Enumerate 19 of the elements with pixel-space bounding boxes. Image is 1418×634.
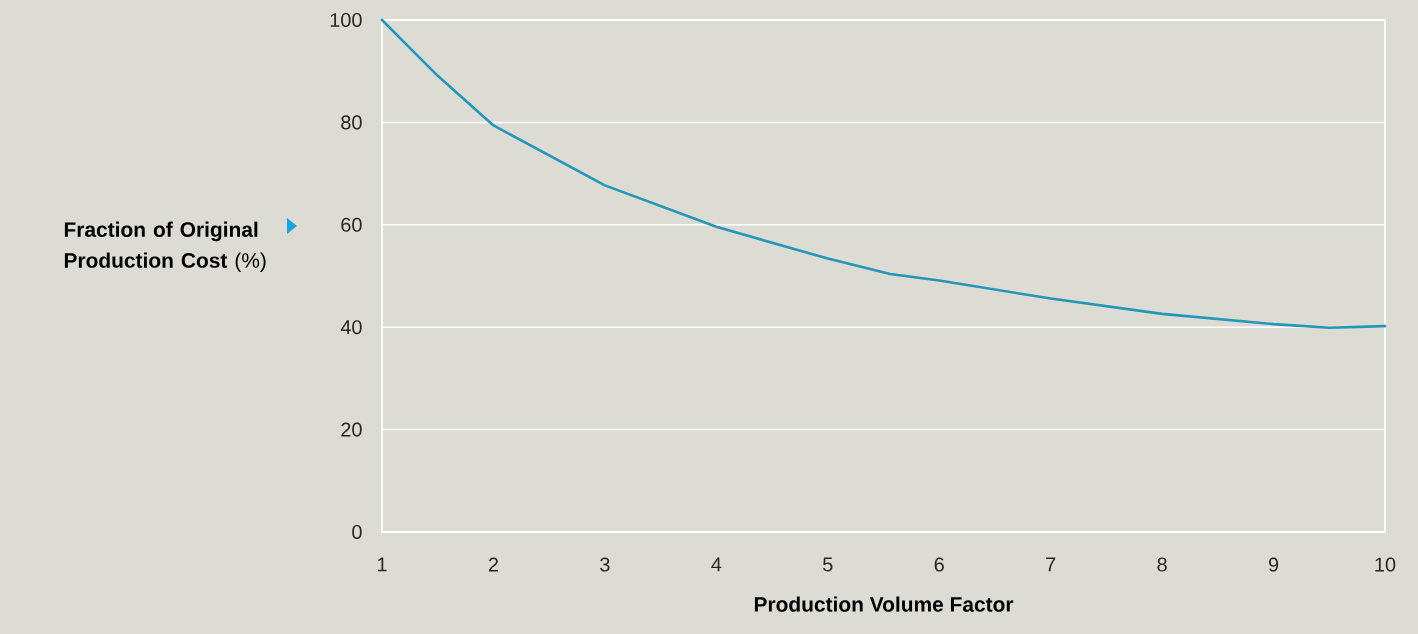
x-tick-label: 5	[823, 557, 833, 572]
y-tick-label: 80	[341, 115, 362, 130]
x-tick-label: 10	[1375, 557, 1396, 572]
y-tick-label: 60	[341, 217, 362, 232]
x-tick-label: 9	[1268, 557, 1279, 572]
x-tick-label: 7	[1046, 557, 1056, 572]
x-tick-label: 1	[377, 557, 387, 572]
y-tick-label: 20	[341, 422, 362, 437]
y-tick-label: 40	[340, 320, 362, 335]
x-tick-label: 8	[1157, 557, 1167, 572]
x-tick-label: 6	[934, 557, 944, 572]
x-axis-title: Production Volume Factor	[754, 596, 1014, 612]
y-tick-label: 0	[352, 524, 362, 540]
x-tick-label: 4	[711, 557, 722, 572]
y-axis-title: Fraction of Original Production Cost (%)	[64, 221, 266, 272]
x-tick-label: 3	[600, 557, 610, 572]
line-series	[380, 18, 1387, 329]
y-tick-label: 100	[330, 12, 362, 28]
x-tick-label: 2	[488, 557, 498, 572]
